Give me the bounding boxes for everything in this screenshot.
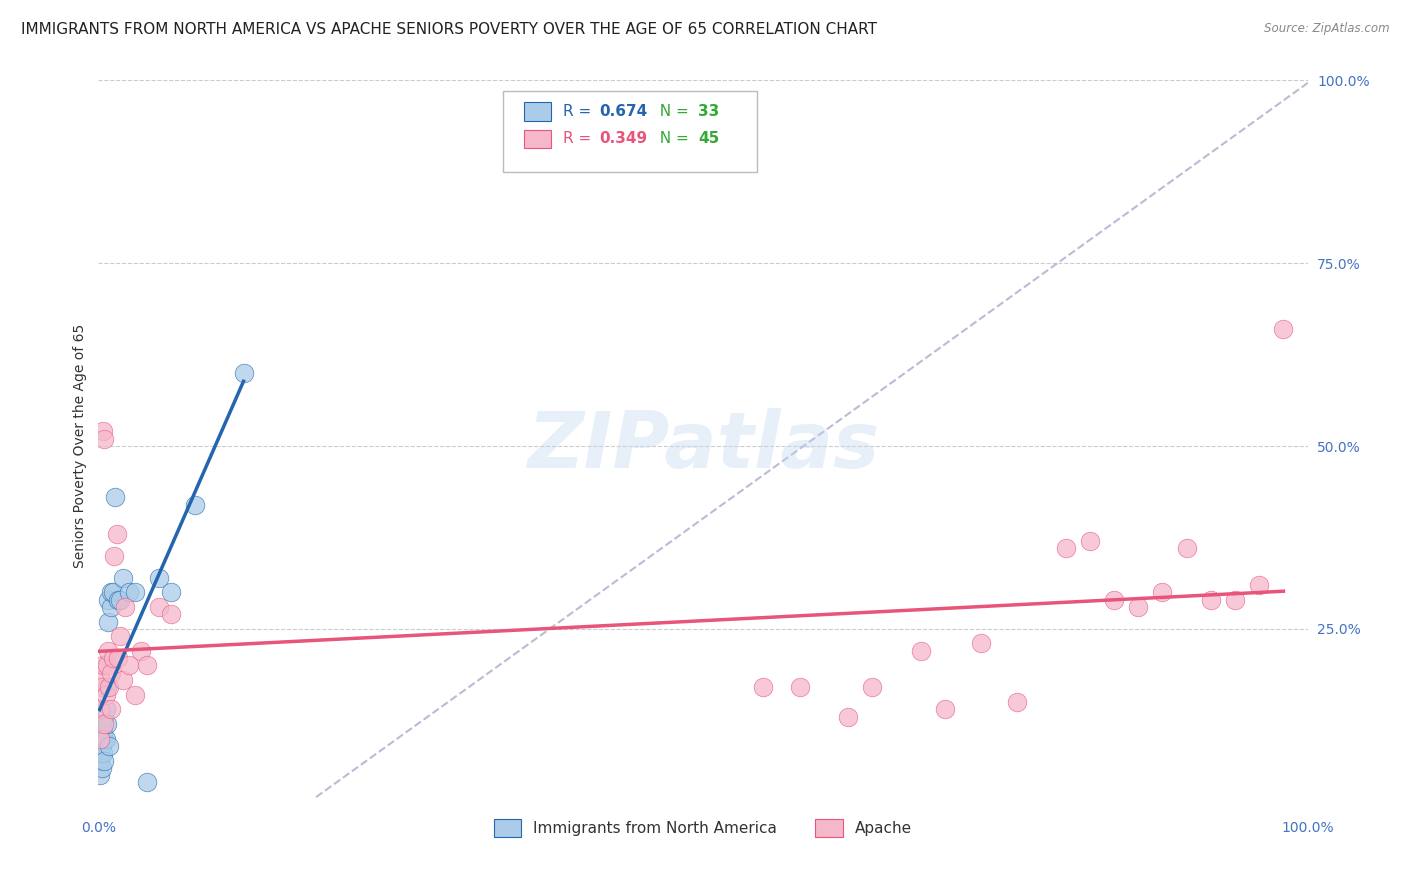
Point <box>124 585 146 599</box>
Text: R =: R = <box>562 103 596 119</box>
Point <box>910 644 932 658</box>
Point <box>1175 541 1198 556</box>
Point <box>789 681 811 695</box>
Text: 45: 45 <box>699 131 720 146</box>
Text: R =: R = <box>562 131 596 146</box>
Point <box>97 615 120 629</box>
Point <box>93 717 115 731</box>
Point <box>1128 599 1150 614</box>
Point <box>107 651 129 665</box>
Point <box>91 425 114 439</box>
Point <box>90 673 112 687</box>
Point <box>860 681 883 695</box>
Point <box>160 585 183 599</box>
Text: ZIPatlas: ZIPatlas <box>527 408 879 484</box>
Point <box>94 702 117 716</box>
Text: IMMIGRANTS FROM NORTH AMERICA VS APACHE SENIORS POVERTY OVER THE AGE OF 65 CORRE: IMMIGRANTS FROM NORTH AMERICA VS APACHE … <box>21 22 877 37</box>
Point <box>103 549 125 563</box>
Text: Source: ZipAtlas.com: Source: ZipAtlas.com <box>1264 22 1389 36</box>
Point <box>124 688 146 702</box>
Point <box>837 709 859 723</box>
FancyBboxPatch shape <box>524 103 551 120</box>
Point <box>107 592 129 607</box>
Point <box>90 746 112 760</box>
Legend: Immigrants from North America, Apache: Immigrants from North America, Apache <box>486 812 920 845</box>
Point <box>1102 592 1125 607</box>
Point <box>98 681 121 695</box>
FancyBboxPatch shape <box>524 130 551 148</box>
Point <box>105 526 128 541</box>
Point <box>89 702 111 716</box>
Point <box>1272 322 1295 336</box>
Point <box>94 731 117 746</box>
Point <box>96 681 118 695</box>
Point <box>111 673 134 687</box>
Point <box>1078 534 1101 549</box>
Point <box>89 768 111 782</box>
Point <box>101 585 124 599</box>
Point <box>111 571 134 585</box>
Point <box>118 658 141 673</box>
Point <box>1007 695 1029 709</box>
Point <box>96 717 118 731</box>
FancyBboxPatch shape <box>503 91 758 171</box>
Point <box>1249 578 1271 592</box>
Point <box>148 571 170 585</box>
Point <box>97 644 120 658</box>
Text: 0.349: 0.349 <box>599 131 647 146</box>
Point <box>118 585 141 599</box>
Point <box>934 702 956 716</box>
Point <box>148 599 170 614</box>
Point <box>108 629 131 643</box>
Point <box>91 746 114 760</box>
Point <box>184 498 207 512</box>
Point <box>93 432 115 446</box>
Point <box>91 761 114 775</box>
Point <box>970 636 993 650</box>
Point <box>93 731 115 746</box>
Text: 33: 33 <box>699 103 720 119</box>
Point <box>93 754 115 768</box>
Point <box>1199 592 1222 607</box>
Point <box>100 665 122 680</box>
Point <box>98 739 121 753</box>
Point <box>94 688 117 702</box>
Text: N =: N = <box>650 131 693 146</box>
Point <box>114 599 136 614</box>
Point <box>135 658 157 673</box>
Point <box>101 651 124 665</box>
Point <box>135 775 157 789</box>
Point <box>100 599 122 614</box>
Point <box>91 717 114 731</box>
Point <box>91 739 114 753</box>
Point <box>89 754 111 768</box>
Point <box>97 592 120 607</box>
Point <box>90 731 112 746</box>
Point <box>100 585 122 599</box>
Y-axis label: Seniors Poverty Over the Age of 65: Seniors Poverty Over the Age of 65 <box>73 324 87 568</box>
Point <box>91 681 114 695</box>
Point <box>100 702 122 716</box>
Text: 0.674: 0.674 <box>599 103 647 119</box>
Point <box>1054 541 1077 556</box>
Point <box>104 490 127 504</box>
Point <box>232 366 254 380</box>
Point <box>96 658 118 673</box>
Text: N =: N = <box>650 103 693 119</box>
Point <box>91 724 114 739</box>
Point <box>752 681 775 695</box>
Point <box>89 731 111 746</box>
Point <box>108 592 131 607</box>
Point <box>1152 585 1174 599</box>
Point <box>93 709 115 723</box>
Point <box>91 658 114 673</box>
Point <box>160 607 183 622</box>
Point <box>1223 592 1246 607</box>
Point <box>129 644 152 658</box>
